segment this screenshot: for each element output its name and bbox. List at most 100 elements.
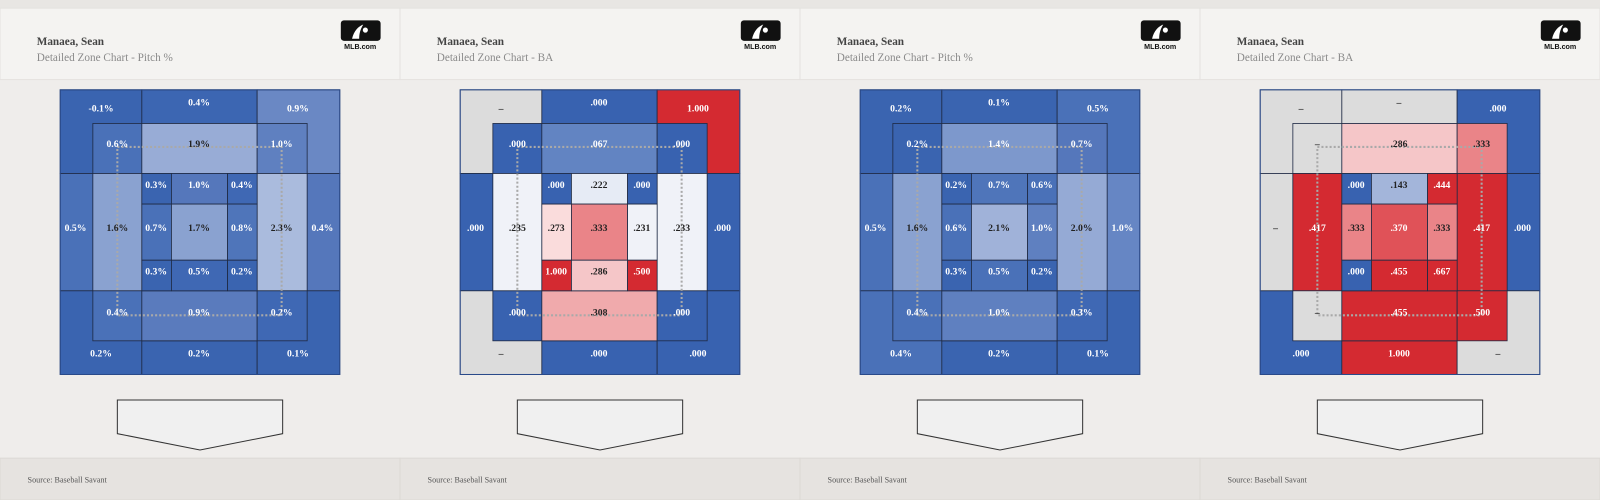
cell-label: .222 xyxy=(591,180,608,191)
zone-cell xyxy=(1371,203,1428,261)
zone-cell xyxy=(941,259,972,292)
cell-label: 0.7% xyxy=(1071,139,1093,150)
zone-cell xyxy=(1027,259,1058,292)
cell-label: 0.5% xyxy=(188,267,210,278)
cell-label: 0.3% xyxy=(145,180,167,191)
zone-cell xyxy=(256,173,308,292)
cell-label: 0.2% xyxy=(188,348,210,359)
cell-label: .233 xyxy=(673,223,690,234)
panel: Manaea, Sean Detailed Zone Chart - Pitch … xyxy=(0,0,401,500)
zone-cell xyxy=(627,259,658,292)
chart-subtitle: Detailed Zone Chart - BA xyxy=(437,52,554,64)
cell-label: 0.6% xyxy=(945,223,967,234)
zone-cell xyxy=(92,290,143,342)
cell-label: 1.000 xyxy=(1388,348,1410,359)
zone-cell xyxy=(656,123,708,174)
top-strip xyxy=(1200,0,1600,9)
zone-cell xyxy=(141,259,172,292)
zone-cell xyxy=(706,173,741,292)
footer xyxy=(1199,457,1600,500)
zone-cell xyxy=(1259,173,1294,292)
cell-label: 0.2% xyxy=(890,103,912,114)
header xyxy=(399,7,801,81)
zone-cell xyxy=(627,203,658,261)
cell-label: 0.2% xyxy=(90,348,112,359)
cell-label: 0.4% xyxy=(890,348,912,359)
cell-label: 0.6% xyxy=(106,139,128,150)
logo-mark xyxy=(1540,20,1581,41)
zone-cell xyxy=(541,173,572,205)
zone-cell xyxy=(141,173,172,205)
cell-label: 2.1% xyxy=(988,223,1010,234)
zone-cell xyxy=(492,123,543,174)
cell-label: 0.5% xyxy=(988,267,1010,278)
logo-text: MLB.com xyxy=(744,43,776,51)
player-name: Manaea, Sean xyxy=(1237,36,1305,48)
chart-subtitle: Detailed Zone Chart - Pitch % xyxy=(37,52,173,64)
zone-cell xyxy=(1341,259,1372,292)
zone-cell xyxy=(1371,259,1428,292)
cell-label: .286 xyxy=(591,267,608,278)
cell-label: 0.9% xyxy=(188,307,210,318)
header xyxy=(799,7,1201,81)
logo-figure xyxy=(352,24,368,39)
zone-cell xyxy=(1341,89,1458,124)
zone-cell xyxy=(1027,173,1058,205)
cell-label: 0.4% xyxy=(188,97,210,108)
cell-label: 0.4% xyxy=(106,307,128,318)
zone-cell xyxy=(971,259,1028,292)
cell-label: 0.2% xyxy=(988,348,1010,359)
logo-text: MLB.com xyxy=(1144,43,1176,51)
footer xyxy=(0,457,401,500)
zone-cell xyxy=(227,173,258,205)
cell-label: 0.8% xyxy=(231,223,253,234)
home-plate xyxy=(1316,399,1484,451)
cell-label: – xyxy=(1298,103,1304,114)
player-name: Manaea, Sean xyxy=(37,36,105,48)
zone-cell xyxy=(171,259,228,292)
cell-label: 1.4% xyxy=(988,139,1010,150)
cell-label: 0.3% xyxy=(1071,307,1093,318)
cell-label: .417 xyxy=(1473,223,1490,234)
zone-cell xyxy=(306,173,341,292)
cell-label: 1.000 xyxy=(545,267,567,278)
home-plate xyxy=(516,399,684,451)
cell-label: .667 xyxy=(1433,267,1450,278)
cell-label: 1.9% xyxy=(188,139,210,150)
chart-subtitle: Detailed Zone Chart - Pitch % xyxy=(837,52,973,64)
cell-label: – xyxy=(1314,139,1320,150)
cell-label: .000 xyxy=(1514,223,1531,234)
logo-mark xyxy=(340,20,381,41)
cell-label: 0.2% xyxy=(945,180,967,191)
cell-label: .000 xyxy=(673,307,690,318)
cell-label: – xyxy=(498,348,504,359)
cell-label: .000 xyxy=(714,223,731,234)
source-note: Source: Baseball Savant xyxy=(28,476,108,485)
cell-label: 0.1% xyxy=(1087,348,1109,359)
zone-cell xyxy=(541,203,572,261)
cell-label: .000 xyxy=(509,139,526,150)
cell-label: .231 xyxy=(633,223,650,234)
cell-label: 1.0% xyxy=(188,180,210,191)
zone-cell xyxy=(1371,173,1428,205)
cell-label: .000 xyxy=(633,180,650,191)
top-strip xyxy=(0,0,400,9)
cell-label: .333 xyxy=(1433,223,1450,234)
zone-cell xyxy=(1456,123,1508,174)
cell-label: .417 xyxy=(1309,223,1326,234)
cell-label: 0.1% xyxy=(988,97,1010,108)
zone-cell xyxy=(171,173,228,205)
cell-label: .333 xyxy=(1348,223,1365,234)
zone-cell xyxy=(941,89,1058,124)
cell-label: – xyxy=(1495,348,1501,359)
zone-cell xyxy=(541,259,572,292)
zone-cell xyxy=(627,173,658,205)
cell-label: 1.0% xyxy=(1031,223,1053,234)
home-plate xyxy=(916,399,1084,451)
cell-label: 0.4% xyxy=(231,180,253,191)
zone-cell xyxy=(256,123,308,174)
cell-label: 0.3% xyxy=(945,267,967,278)
source-note: Source: Baseball Savant xyxy=(428,476,508,485)
